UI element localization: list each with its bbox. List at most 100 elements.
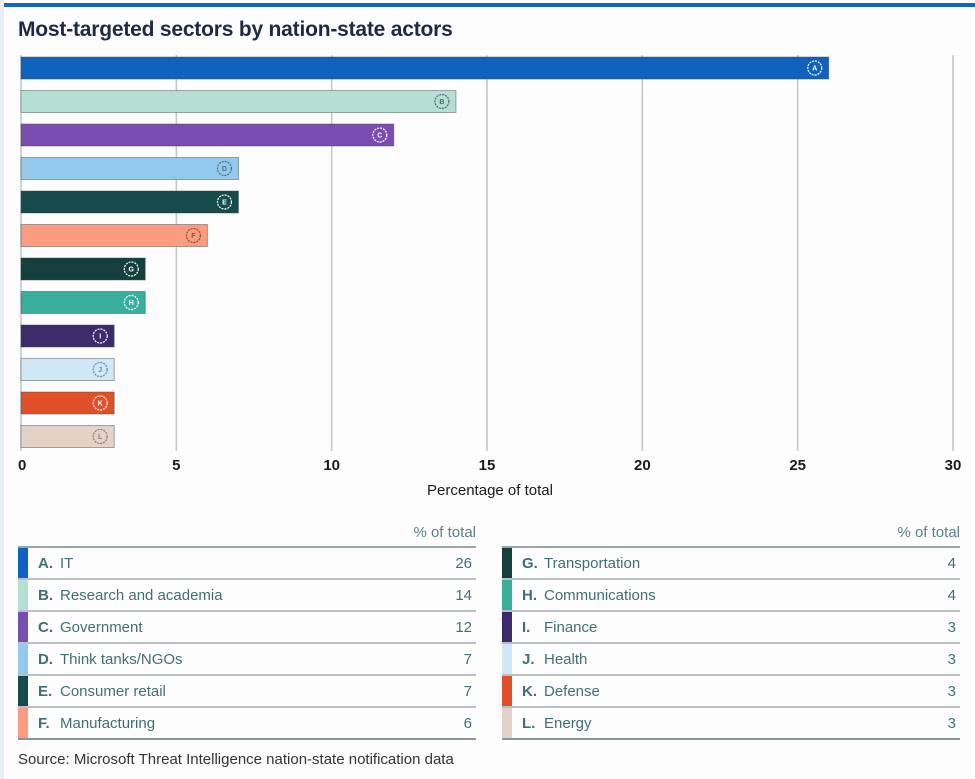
legend-swatch	[502, 612, 512, 642]
bar-badge-circle	[216, 160, 233, 177]
bar-badge-letter: I	[99, 334, 101, 341]
bar-badge-letter: C	[377, 133, 382, 140]
legend-value: 4	[947, 554, 956, 572]
bar-badge-circle	[92, 328, 108, 344]
legend-value: 12	[455, 618, 472, 636]
bar-e: E	[20, 190, 239, 214]
bar	[20, 425, 115, 448]
bar-badge-circle	[434, 93, 450, 110]
legend-header: % of total	[413, 524, 476, 541]
bar-badge-letter: B	[439, 99, 444, 106]
chart-title: Most-targeted sectors by nation-state ac…	[18, 18, 453, 41]
legend-label: Communications	[544, 586, 656, 604]
legend-label: Energy	[544, 714, 592, 732]
bar-f: F	[20, 224, 208, 247]
bar-badge-letter: H	[129, 300, 134, 307]
bar	[20, 257, 146, 281]
legend-swatch	[502, 708, 512, 738]
legend-value: 3	[947, 650, 956, 668]
legend-label: Transportation	[544, 554, 641, 572]
bar-badge-letter: A	[812, 66, 817, 73]
legend-letter: D.	[38, 650, 53, 668]
legend-row: B. Research and academia 14	[18, 578, 476, 610]
legend-value: 3	[947, 714, 956, 732]
legend-row: I. Finance 3	[502, 610, 960, 642]
bar-k: K	[20, 391, 115, 415]
bar-j: J	[20, 358, 115, 381]
legend-value: 3	[947, 682, 956, 700]
legend-letter: B.	[38, 586, 53, 604]
legend-letter: J.	[522, 650, 535, 668]
legend-letter: F.	[38, 714, 50, 732]
legend-letter: A.	[38, 554, 53, 572]
bar-badge-circle	[807, 60, 823, 76]
bar-d: D	[20, 157, 239, 180]
bar	[20, 358, 115, 381]
legend-swatch	[18, 548, 28, 578]
legend-swatch	[502, 676, 512, 706]
bar	[20, 123, 395, 147]
x-axis-title: Percentage of total	[427, 482, 553, 499]
x-tick-label: 30	[945, 457, 962, 474]
bar-badge-letter: E	[222, 200, 227, 207]
legend-label: Finance	[544, 618, 598, 636]
bar-g: G	[20, 257, 146, 281]
legend-value: 4	[947, 586, 956, 604]
legend-row: A. IT 26	[18, 548, 476, 578]
bar-badge-circle	[372, 127, 388, 143]
legend-row: J. Health 3	[502, 642, 960, 674]
bar-badge-letter: K	[98, 401, 103, 408]
legend-value: 14	[455, 586, 472, 604]
source-note: Source: Microsoft Threat Intelligence na…	[18, 751, 454, 768]
legend-swatch	[502, 580, 512, 610]
legend-swatch	[18, 676, 28, 706]
bar-i: I	[20, 324, 115, 348]
bar-badge-letter: F	[191, 233, 196, 240]
legend-letter: L.	[522, 714, 536, 732]
legend-value: 6	[463, 714, 472, 732]
bar-c: C	[20, 123, 395, 147]
bar-badge-letter: D	[222, 166, 227, 173]
legend-label: Government	[60, 618, 143, 636]
legend-swatch	[18, 644, 28, 674]
bar	[20, 291, 146, 314]
bar-badge-circle	[92, 428, 108, 445]
legend-letter: H.	[522, 586, 537, 604]
bar-badge-circle	[92, 361, 108, 378]
bar	[20, 157, 239, 180]
legend-row: G. Transportation 4	[502, 548, 960, 578]
legend-header: % of total	[897, 524, 960, 541]
bar-badge-circle	[123, 261, 139, 277]
x-tick-label: 0	[18, 457, 26, 474]
legend-letter: C.	[38, 618, 53, 636]
bar-badge-letter: G	[129, 267, 135, 274]
legend-row: H. Communications 4	[502, 578, 960, 610]
bar	[20, 56, 830, 80]
bar	[20, 324, 115, 348]
legend-swatch	[502, 644, 512, 674]
legend-letter: G.	[522, 554, 538, 572]
bar-l: L	[20, 425, 115, 448]
bar-chart: A B C D E F G H I J K L 0 5 10 15 20 25 30 Percentage of …	[18, 55, 961, 499]
bar	[20, 90, 457, 113]
legend-right: % of total G. Transportation 4 H. Communicat…	[502, 522, 960, 740]
legend-letter: I.	[522, 618, 531, 636]
bar	[20, 391, 115, 415]
legend-swatch	[18, 708, 28, 738]
legend-label: Research and academia	[60, 586, 223, 604]
legend-swatch	[18, 580, 28, 610]
bar-badge-circle	[216, 194, 233, 210]
legend-label: IT	[60, 554, 74, 572]
legend-swatch	[502, 548, 512, 578]
x-axis-ticks: 0 5 10 15 20 25 30	[18, 457, 961, 474]
bar-b: B	[20, 90, 457, 113]
bar	[20, 190, 239, 214]
legend-row: L. Energy 3	[502, 706, 960, 740]
bar-badge-circle	[92, 395, 108, 411]
legend-row: K. Defense 3	[502, 674, 960, 706]
legend-label: Defense	[544, 682, 600, 700]
legend-value: 26	[455, 554, 472, 572]
x-tick-label: 5	[172, 457, 180, 474]
legend-value: 7	[463, 650, 472, 668]
legend-swatch	[18, 612, 28, 642]
